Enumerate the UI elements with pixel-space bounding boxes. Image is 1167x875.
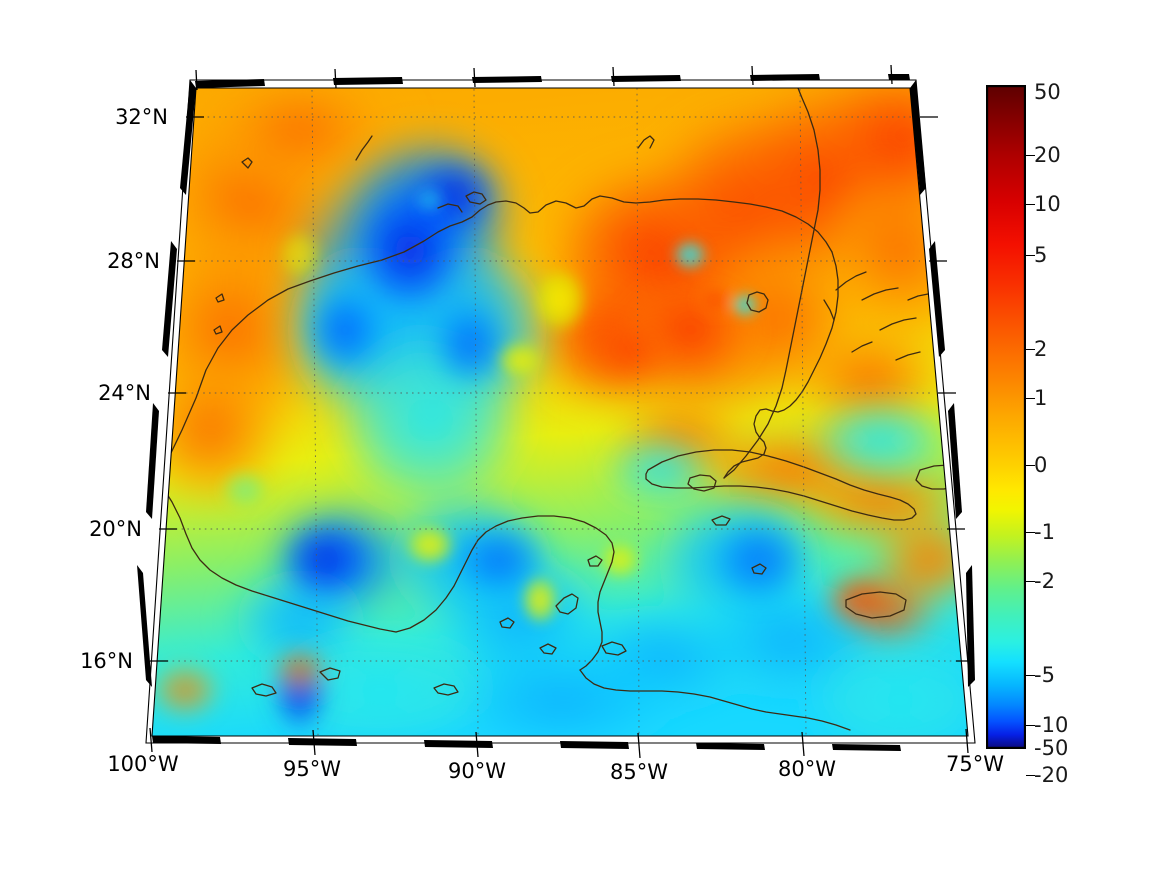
lon-tick-label: 75°W — [946, 752, 1004, 776]
colorbar-tick-label: 0 — [1034, 453, 1048, 477]
lat-tick-label: 32°N — [115, 105, 168, 129]
colorbar[interactable] — [986, 85, 1026, 749]
colorbar-tick-label: 5 — [1034, 243, 1048, 267]
colorbar-tick-label: -20 — [1034, 763, 1069, 787]
colorbar-tick-label: 2 — [1034, 337, 1048, 361]
anomaly-field — [152, 88, 968, 736]
colorbar-tick-label: -2 — [1034, 569, 1055, 593]
frame-ticks — [137, 74, 975, 751]
colorbar-tick-label: -5 — [1034, 663, 1055, 687]
lat-tick-label: 20°N — [89, 517, 142, 541]
colorbar-tick-label: 10 — [1034, 192, 1061, 216]
colorbar-tick-label: 50 — [1034, 80, 1061, 104]
colorbar-tick — [1026, 532, 1035, 533]
lat-tick-label: 24°N — [98, 381, 151, 405]
axis-ticks — [149, 64, 974, 759]
colorbar-tick — [1026, 398, 1035, 399]
colorbar-tick — [1026, 349, 1035, 350]
colorbar-tick-label: -50 — [1034, 736, 1069, 760]
colorbar-tick-label: 1 — [1034, 386, 1048, 410]
colorbar-tick — [1026, 675, 1035, 676]
colorbar-tick-label: -1 — [1034, 520, 1055, 544]
colorbar-tick — [1026, 775, 1035, 776]
colorbar-tick — [1026, 465, 1035, 466]
lon-tick-label: 80°W — [778, 757, 836, 781]
lat-tick-label: 16°N — [80, 649, 133, 673]
colorbar-tick-label: -10 — [1034, 713, 1069, 737]
lon-tick-label: 100°W — [107, 752, 179, 776]
colorbar-gradient — [986, 85, 1026, 749]
colorbar-tick-label: 20 — [1034, 143, 1061, 167]
colorbar-tick — [1026, 581, 1035, 582]
colorbar-tick — [1026, 725, 1035, 726]
lon-tick-label: 95°W — [283, 757, 341, 781]
colorbar-tick — [1026, 155, 1035, 156]
graticule — [161, 88, 956, 736]
lon-tick-label: 90°W — [448, 759, 506, 783]
coastlines — [152, 88, 967, 731]
lon-tick-label: 85°W — [610, 760, 668, 784]
lat-tick-label: 28°N — [107, 249, 160, 273]
colorbar-tick — [1026, 204, 1035, 205]
colorbar-tick — [1026, 255, 1035, 256]
